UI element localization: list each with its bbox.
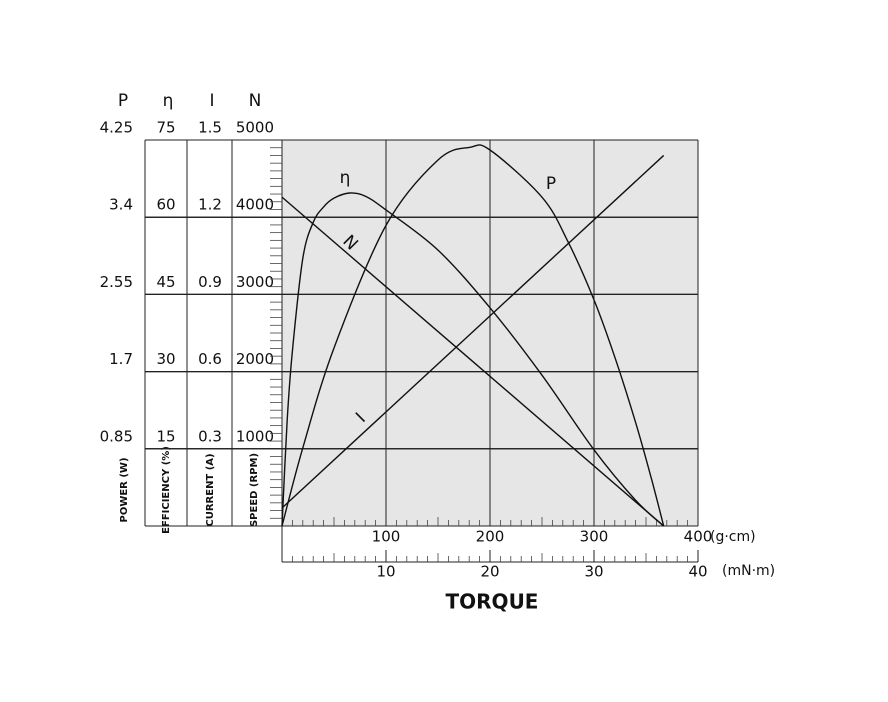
y-tick-label: 4.25 <box>100 119 133 137</box>
axis-symbol: η <box>163 91 174 111</box>
x2-unit: (mN·m) <box>722 563 775 579</box>
y-tick-label: 1.5 <box>198 119 222 137</box>
axis-label: EFFICIENCY (%) <box>161 446 172 534</box>
axis-symbol: P <box>118 91 128 111</box>
x-tick-label: 300 <box>580 528 609 546</box>
x-tick-label: 100 <box>372 528 401 546</box>
curve-label: η <box>340 168 351 188</box>
curve <box>281 154 665 509</box>
x2-tick-label: 20 <box>480 563 499 581</box>
x2-tick-label: 30 <box>584 563 603 581</box>
y-tick-label: 1.7 <box>109 350 133 368</box>
y-tick-label: 0.6 <box>198 350 222 368</box>
curve <box>281 192 665 527</box>
x-tick-label: 400 <box>684 528 713 546</box>
y-tick-label: 60 <box>156 196 175 214</box>
y-tick-label: 2000 <box>236 350 274 368</box>
y-tick-label: 0.9 <box>198 273 222 291</box>
y-tick-label: 45 <box>156 273 175 291</box>
curve-label: P <box>546 174 556 194</box>
x2-tick-label: 10 <box>376 563 395 581</box>
curve <box>281 196 665 527</box>
y-tick-label: 75 <box>156 119 175 137</box>
curve <box>281 144 665 527</box>
axis-symbol: I <box>209 91 214 111</box>
x-tick-label: 200 <box>476 528 505 546</box>
y-tick-label: 30 <box>156 350 175 368</box>
y-tick-label: 5000 <box>236 119 274 137</box>
x2-tick-label: 40 <box>688 563 707 581</box>
y-tick-label: 1.2 <box>198 196 222 214</box>
y-tick-label: 15 <box>156 427 175 445</box>
axis-label: CURRENT (A) <box>205 453 216 526</box>
y-tick-label: 2.55 <box>100 273 133 291</box>
y-tick-label: 0.85 <box>100 427 133 445</box>
y-tick-label: 1000 <box>236 427 274 445</box>
y-tick-label: 0.3 <box>198 427 222 445</box>
x-unit: (g·cm) <box>710 529 756 545</box>
axis-label: SPEED (RPM) <box>249 453 260 527</box>
axis-label: POWER (W) <box>119 457 130 522</box>
x-axis-title: TORQUE <box>446 590 539 614</box>
y-tick-label: 4000 <box>236 196 274 214</box>
axis-symbol: N <box>249 91 262 111</box>
y-tick-label: 3000 <box>236 273 274 291</box>
y-tick-label: 3.4 <box>109 196 133 214</box>
